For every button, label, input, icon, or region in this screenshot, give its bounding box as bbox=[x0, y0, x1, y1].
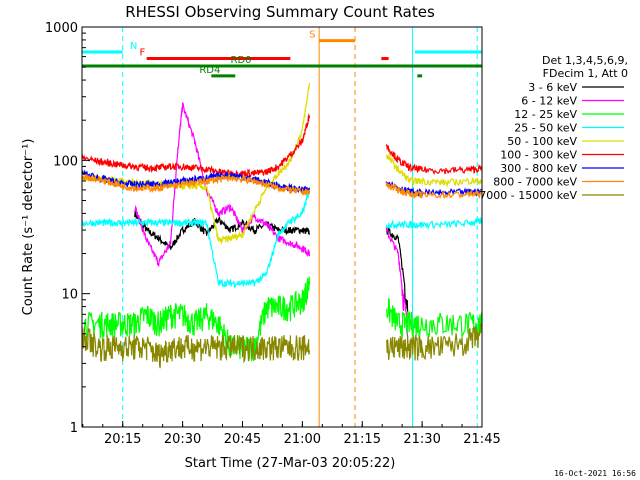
legend-label: 6 - 12 keV bbox=[521, 95, 577, 108]
legend-header: Det 1,3,4,5,6,9, bbox=[542, 54, 628, 67]
x-tick-label: 21:15 bbox=[344, 432, 381, 447]
plot-area: NF S RD0 RD4 bbox=[81, 27, 483, 427]
flag-label-rd4: RD4 bbox=[199, 65, 220, 76]
x-axis-label: Start Time (27-Mar-03 20:05:22) bbox=[185, 456, 396, 471]
flag-label-s: S bbox=[309, 30, 315, 41]
legend-label: 300 - 800 keV bbox=[500, 162, 577, 175]
flag-label-n: N bbox=[130, 41, 137, 52]
x-tick-label: 20:15 bbox=[104, 432, 141, 447]
y-tick-label: 1000 bbox=[45, 21, 78, 36]
flag-label-f: F bbox=[139, 48, 145, 59]
x-tick-label: 20:30 bbox=[164, 432, 201, 447]
footer-timestamp: 16-Oct-2021 16:56 bbox=[554, 469, 636, 478]
x-tick-label: 21:00 bbox=[284, 432, 321, 447]
y-axis-label: Count Rate (s⁻¹ detector⁻¹) bbox=[21, 139, 36, 316]
x-tick-label: 21:45 bbox=[463, 432, 500, 447]
series-line-4 bbox=[81, 82, 483, 245]
series-line-5 bbox=[81, 112, 483, 179]
series-line-7 bbox=[81, 172, 483, 199]
x-tick-label: 20:45 bbox=[224, 432, 261, 447]
legend-label: 25 - 50 keV bbox=[514, 122, 577, 135]
y-tick-label: 10 bbox=[61, 288, 78, 303]
series-line-1 bbox=[134, 102, 409, 338]
legend-label: 800 - 7000 keV bbox=[493, 176, 577, 189]
y-tick-label: 100 bbox=[53, 154, 78, 169]
legend-header: FDecim 1, Att 0 bbox=[543, 67, 628, 80]
flag-label-rd0: RD0 bbox=[231, 55, 252, 66]
x-tick-label: 21:30 bbox=[403, 432, 440, 447]
legend: Det 1,3,4,5,6,9,FDecim 1, Att 03 - 6 keV… bbox=[479, 54, 628, 202]
legend-label: 100 - 300 keV bbox=[500, 149, 577, 162]
y-tick-label: 1 bbox=[70, 421, 78, 436]
y-axis: 1 10 100 1000 bbox=[45, 21, 90, 436]
series-line-8 bbox=[81, 322, 483, 369]
legend-label: 50 - 100 keV bbox=[507, 135, 577, 148]
x-axis: 20:15 20:30 20:45 21:00 21:15 21:30 21:45 bbox=[82, 421, 501, 447]
series-line-3 bbox=[81, 187, 483, 289]
chart-title: RHESSI Observing Summary Count Rates bbox=[125, 3, 435, 21]
legend-label: 7000 - 15000 keV bbox=[479, 189, 577, 202]
series-line-2 bbox=[81, 276, 483, 362]
legend-label: 3 - 6 keV bbox=[528, 81, 577, 94]
legend-label: 12 - 25 keV bbox=[514, 108, 577, 121]
